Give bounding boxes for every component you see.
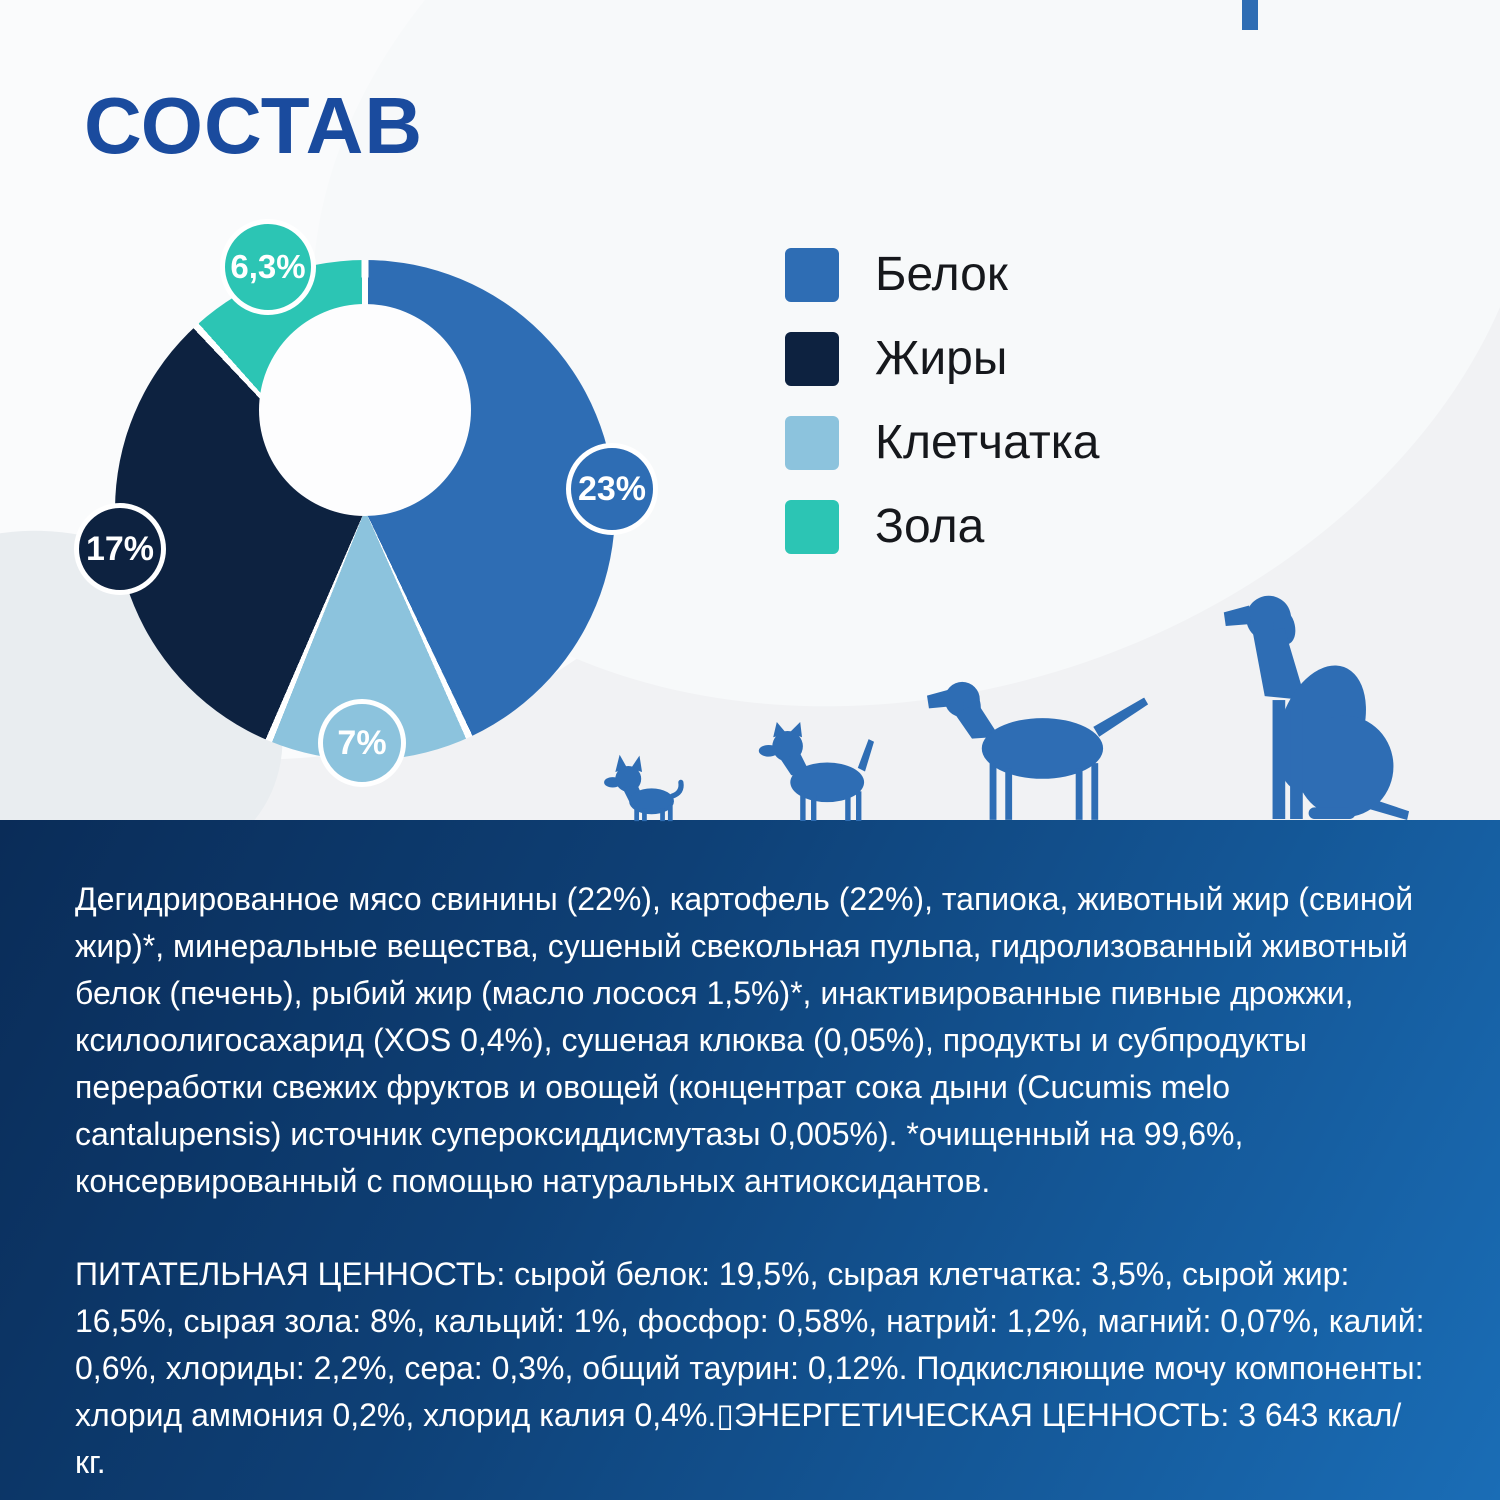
dog-silhouette-chihuahua-icon bbox=[604, 754, 684, 822]
legend-swatch-protein bbox=[785, 248, 839, 302]
dog-silhouette-pointer-icon bbox=[927, 681, 1149, 820]
protein-value-badge: 23% bbox=[566, 443, 658, 535]
legend-swatch-ash bbox=[785, 500, 839, 554]
legend-label-protein: Белок bbox=[875, 248, 1008, 301]
fats-value-badge: 17% bbox=[74, 503, 166, 595]
legend-swatch-fiber bbox=[785, 416, 839, 470]
fiber-value-badge: 7% bbox=[318, 699, 406, 787]
legend-item-fats: Жиры bbox=[785, 332, 1099, 386]
legend-label-fiber: Клетчатка bbox=[875, 416, 1100, 469]
dog-silhouette-terrier-icon bbox=[758, 722, 874, 821]
page-title: СОСТАВ bbox=[84, 81, 424, 170]
legend-label-fats: Жиры bbox=[875, 332, 1008, 385]
top-right-accent bbox=[1242, 0, 1258, 30]
legend-swatch-fats bbox=[785, 332, 839, 386]
legend-item-ash: Зола bbox=[785, 500, 1099, 554]
nutrition-paragraph: ПИТАТЕЛЬНАЯ ЦЕННОСТЬ: сырой белок: 19,5%… bbox=[75, 1256, 1425, 1481]
info-panel: Дегидрированное мясо свинины (22%), карт… bbox=[0, 820, 1500, 1500]
composition-paragraph: Дегидрированное мясо свинины (22%), карт… bbox=[75, 881, 1414, 1200]
ash-value-badge: 6,3% bbox=[220, 219, 316, 315]
legend-item-fiber: Клетчатка bbox=[785, 416, 1099, 470]
dog-silhouette-sitting-icon bbox=[1223, 595, 1410, 820]
chart-legend: Белок Жиры Клетчатка Зола bbox=[785, 248, 1099, 554]
legend-item-protein: Белок bbox=[785, 248, 1099, 302]
composition-donut-chart: 23% 17% 7% 6,3% bbox=[60, 215, 680, 815]
legend-label-ash: Зола bbox=[875, 500, 985, 553]
donut-hole bbox=[259, 304, 471, 516]
